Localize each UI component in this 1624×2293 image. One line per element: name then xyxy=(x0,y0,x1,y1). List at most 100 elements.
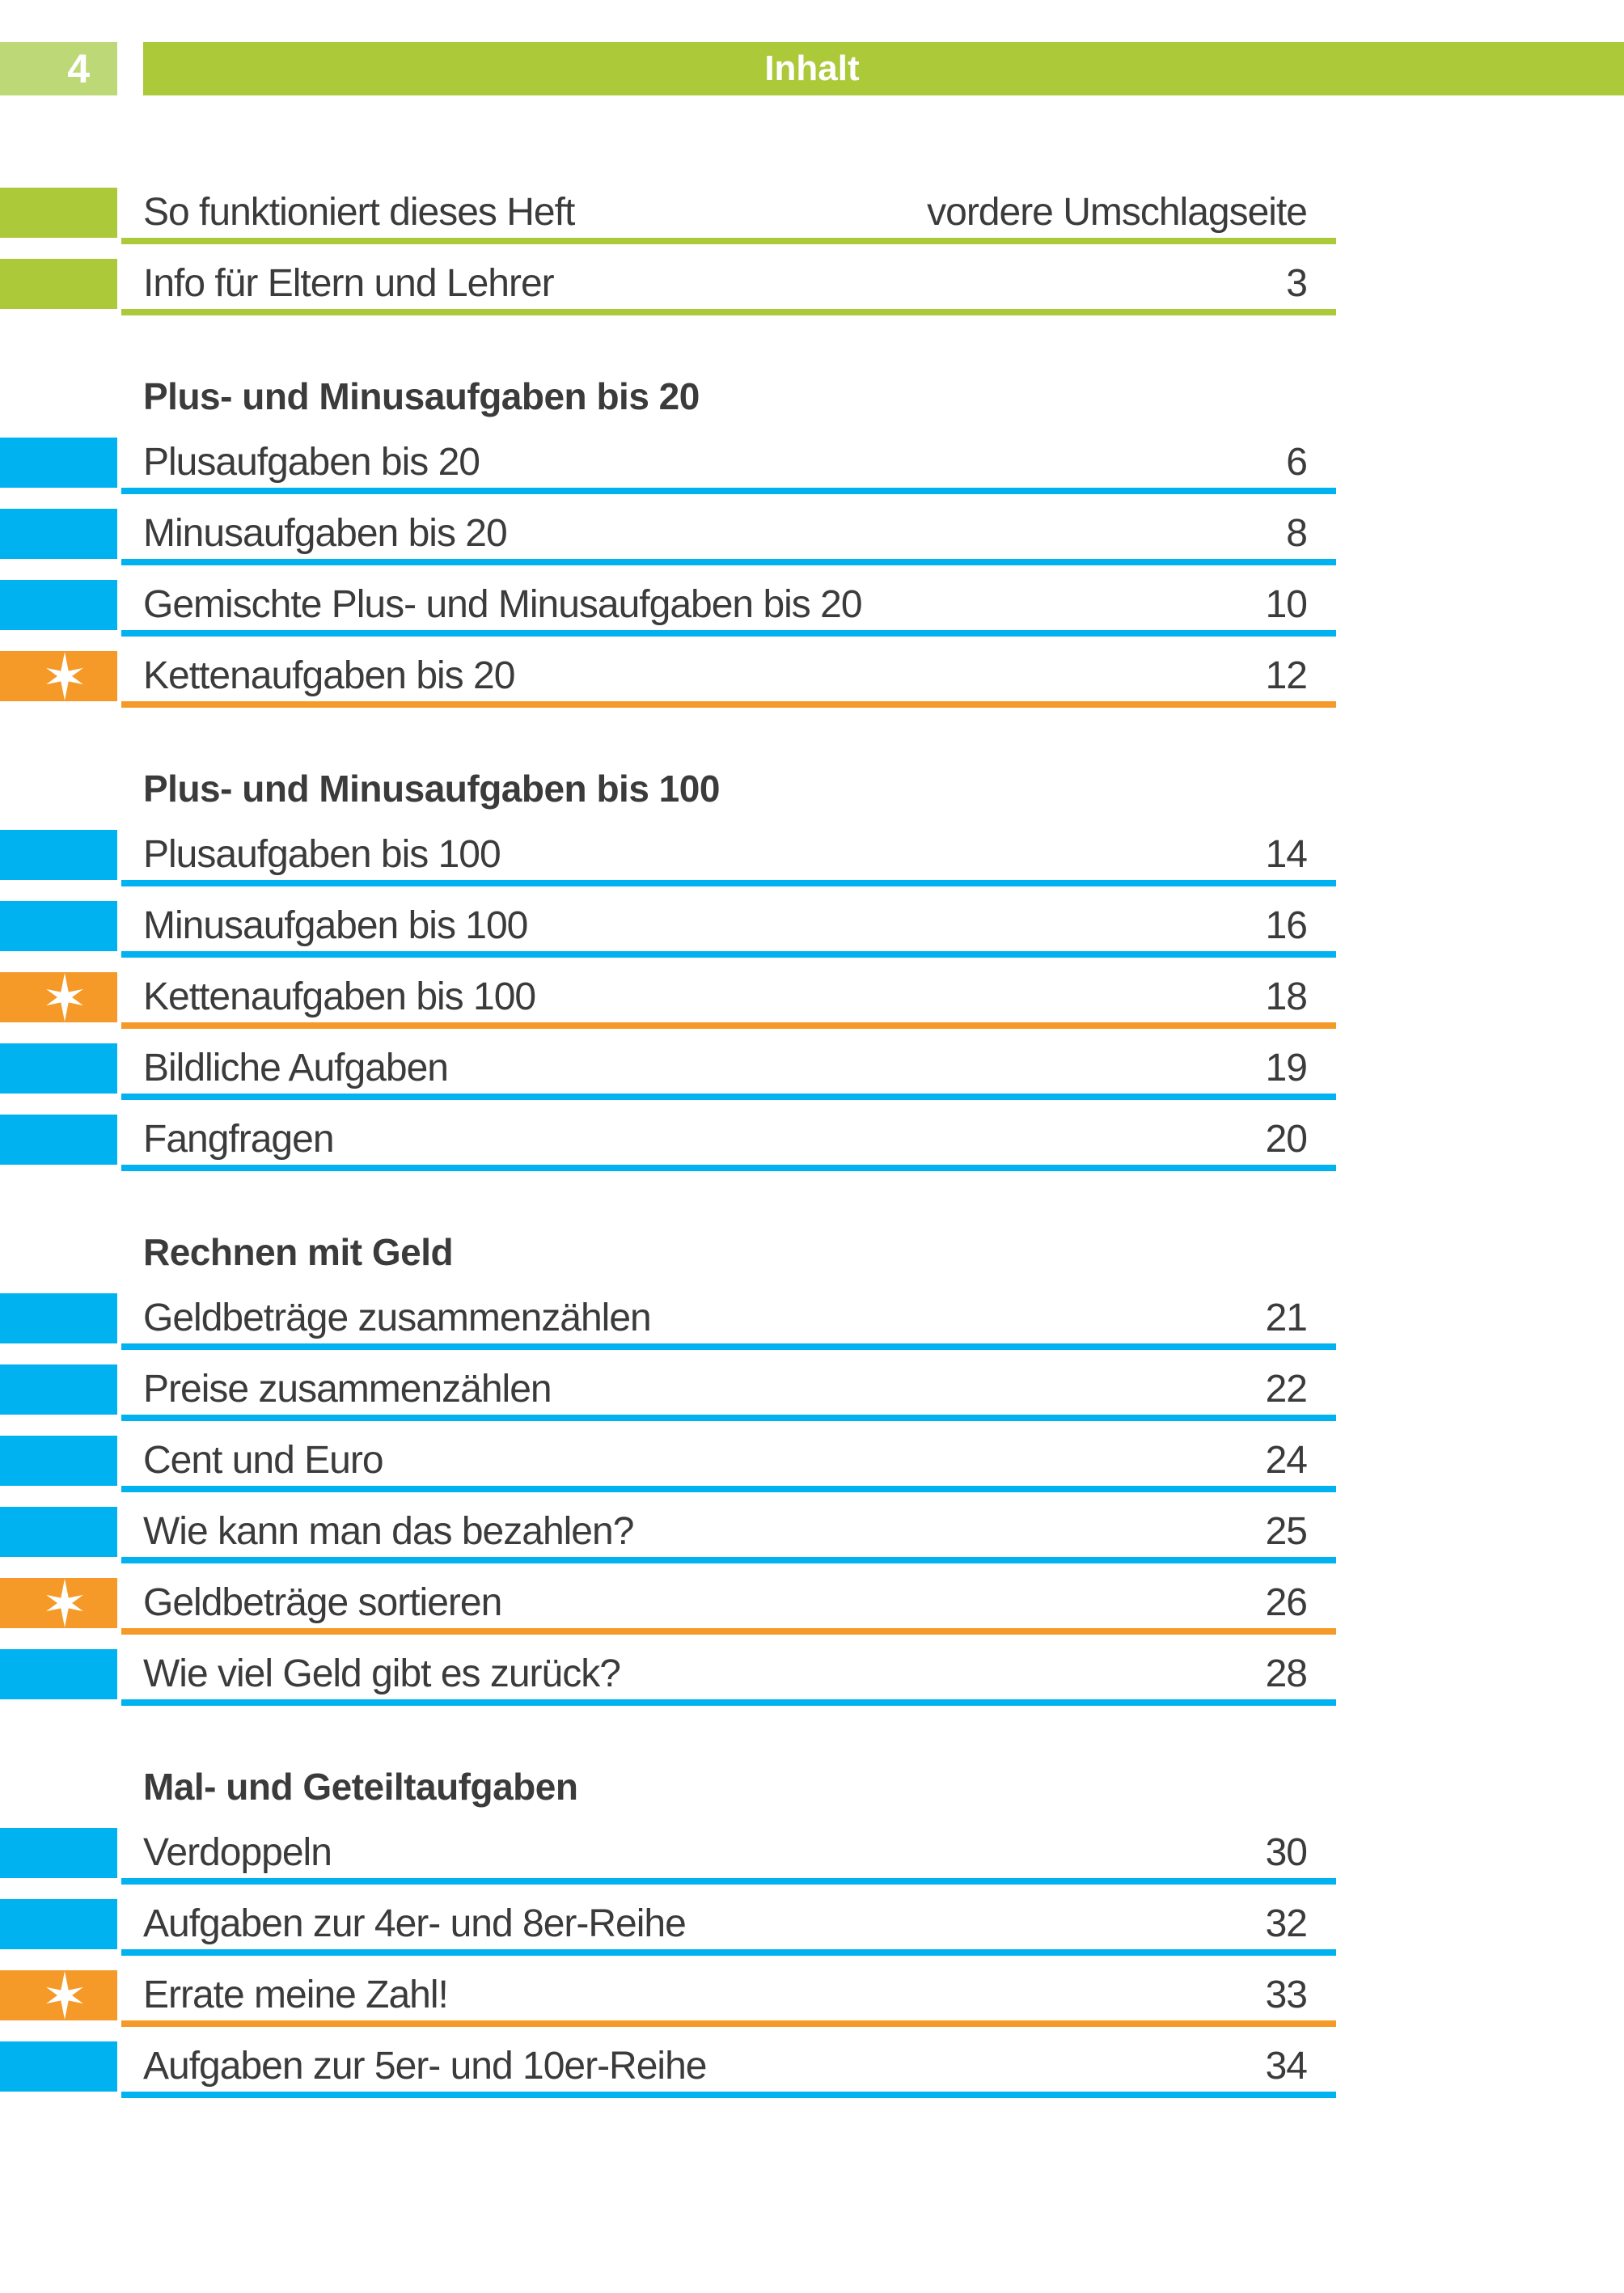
row-color-block xyxy=(0,580,117,630)
row-page-number: 19 xyxy=(1265,1047,1308,1089)
row-label: Kettenaufgaben bis 20 xyxy=(143,654,515,697)
row-underline xyxy=(121,488,1336,494)
row-color-block xyxy=(0,509,117,559)
row-label: Aufgaben zur 4er- und 8er-Reihe xyxy=(143,1902,687,1945)
toc-row: Errate meine Zahl! 33 xyxy=(0,1970,1624,2027)
star-icon xyxy=(46,1579,83,1627)
row-underline xyxy=(121,238,1336,244)
row-color-block xyxy=(0,2041,117,2092)
row-underline xyxy=(121,1415,1336,1421)
row-underline xyxy=(121,1878,1336,1885)
section-title: Rechnen mit Geld xyxy=(143,1231,454,1273)
toc-section: Mal- und Geteiltaufgaben Verdoppeln 30 Aufg… xyxy=(0,1761,1624,2098)
row-page-number: 14 xyxy=(1265,833,1308,876)
row-color-block-starred xyxy=(0,651,117,701)
row-page-number: 24 xyxy=(1265,1439,1308,1482)
row-page-number: 25 xyxy=(1265,1510,1308,1553)
row-page-number: 6 xyxy=(1286,441,1308,484)
row-underline xyxy=(121,1628,1336,1635)
row-page-number: 18 xyxy=(1265,975,1308,1018)
row-color-block xyxy=(0,1436,117,1486)
toc-row: Geldbeträge sortieren 26 xyxy=(0,1578,1624,1635)
row-page-number: 12 xyxy=(1265,654,1308,697)
row-page-number: 30 xyxy=(1265,1831,1308,1874)
toc-row: Wie viel Geld gibt es zurück? 28 xyxy=(0,1649,1624,1706)
row-page-number: 16 xyxy=(1265,904,1308,947)
row-underline xyxy=(121,630,1336,637)
row-page-number: 10 xyxy=(1265,583,1308,626)
star-icon xyxy=(46,652,83,700)
row-color-block-starred xyxy=(0,972,117,1022)
row-color-block xyxy=(0,1043,117,1094)
toc-row: Gemischte Plus- und Minusaufgaben bis 20… xyxy=(0,580,1624,637)
row-page-number: 22 xyxy=(1265,1368,1308,1411)
row-underline xyxy=(121,1022,1336,1029)
row-page-number: 32 xyxy=(1265,1902,1308,1945)
row-label: Errate meine Zahl! xyxy=(143,1974,449,2016)
star-icon xyxy=(46,1971,83,2020)
row-label: Aufgaben zur 5er- und 10er-Reihe xyxy=(143,2045,707,2088)
row-color-block xyxy=(0,259,117,309)
page-title: Inhalt xyxy=(764,49,860,88)
row-color-block xyxy=(0,438,117,488)
row-underline xyxy=(121,1343,1336,1350)
toc-row: Kettenaufgaben bis 100 18 xyxy=(0,972,1624,1029)
row-color-block xyxy=(0,1364,117,1415)
toc-row: Minusaufgaben bis 20 8 xyxy=(0,509,1624,565)
row-color-block xyxy=(0,1649,117,1699)
toc-section: Rechnen mit Geld Geldbeträge zusammenzähl… xyxy=(0,1226,1624,1706)
row-page-number: 33 xyxy=(1265,1974,1308,2016)
row-label: Minusaufgaben bis 100 xyxy=(143,904,528,947)
row-color-block xyxy=(0,1899,117,1949)
row-label: Preise zusammenzählen xyxy=(143,1368,552,1411)
row-color-block xyxy=(0,1293,117,1343)
row-page-number: 26 xyxy=(1265,1581,1308,1624)
section-title: Plus- und Minusaufgaben bis 20 xyxy=(143,375,700,417)
row-underline xyxy=(121,1949,1336,1956)
row-label: Plusaufgaben bis 100 xyxy=(143,833,501,876)
page-number-box: 4 xyxy=(0,42,117,95)
row-color-block xyxy=(0,1115,117,1165)
section-title: Mal- und Geteiltaufgaben xyxy=(143,1766,578,1808)
row-color-block xyxy=(0,188,117,238)
row-page-number: 34 xyxy=(1265,2045,1308,2088)
row-label: Bildliche Aufgaben xyxy=(143,1047,449,1089)
row-underline xyxy=(121,2020,1336,2027)
row-underline xyxy=(121,1557,1336,1563)
toc-section: Plus- und Minusaufgaben bis 100 Plusaufga… xyxy=(0,763,1624,1171)
toc-row: Info für Eltern und Lehrer 3 xyxy=(0,259,1624,315)
row-underline xyxy=(121,951,1336,958)
row-page-number: 28 xyxy=(1265,1652,1308,1695)
header-bar xyxy=(143,42,1624,95)
row-page-number: 3 xyxy=(1286,262,1308,305)
toc-row: Cent und Euro 24 xyxy=(0,1436,1624,1492)
row-color-block xyxy=(0,1507,117,1557)
row-underline xyxy=(121,2092,1336,2098)
row-label: Gemischte Plus- und Minusaufgaben bis 20 xyxy=(143,583,863,626)
row-color-block-starred xyxy=(0,1578,117,1628)
toc-row: So funktioniert dieses Heft vordere Umsch… xyxy=(0,188,1624,244)
row-underline xyxy=(121,1165,1336,1171)
toc-row: Verdoppeln 30 xyxy=(0,1828,1624,1885)
toc-list: So funktioniert dieses Heft vordere Umsch… xyxy=(0,188,1624,2113)
row-underline xyxy=(121,1699,1336,1706)
toc-section: Plus- und Minusaufgaben bis 20 Plusaufgab… xyxy=(0,370,1624,708)
toc-row: Aufgaben zur 4er- und 8er-Reihe 32 xyxy=(0,1899,1624,1956)
toc-row: Aufgaben zur 5er- und 10er-Reihe 34 xyxy=(0,2041,1624,2098)
row-label: Kettenaufgaben bis 100 xyxy=(143,975,536,1018)
row-label: Cent und Euro xyxy=(143,1439,384,1482)
row-underline xyxy=(121,1094,1336,1100)
row-page-number: vordere Umschlagseite xyxy=(927,191,1308,234)
row-label: Wie kann man das bezahlen? xyxy=(143,1510,634,1553)
toc-row: Geldbeträge zusammenzählen 21 xyxy=(0,1293,1624,1350)
star-icon xyxy=(46,973,83,1022)
row-page-number: 20 xyxy=(1265,1118,1308,1161)
row-label: So funktioniert dieses Heft xyxy=(143,191,575,234)
toc-row: Plusaufgaben bis 20 6 xyxy=(0,438,1624,494)
row-underline xyxy=(121,1486,1336,1492)
row-color-block-starred xyxy=(0,1970,117,2020)
row-label: Geldbeträge zusammenzählen xyxy=(143,1297,652,1339)
toc-row: Minusaufgaben bis 100 16 xyxy=(0,901,1624,958)
row-label: Info für Eltern und Lehrer xyxy=(143,262,555,305)
row-underline xyxy=(121,880,1336,886)
